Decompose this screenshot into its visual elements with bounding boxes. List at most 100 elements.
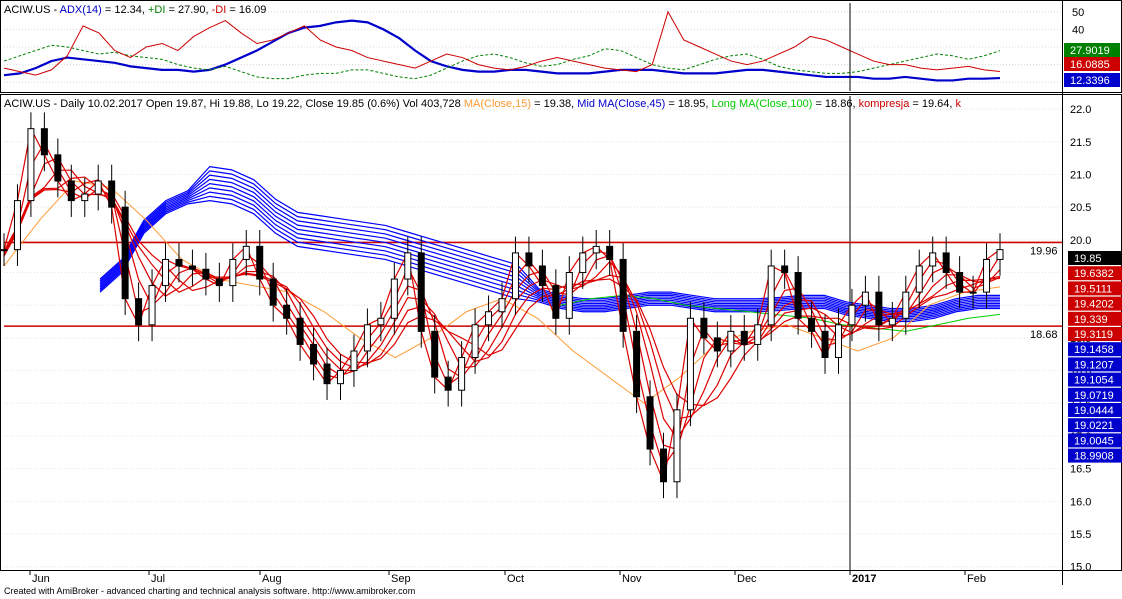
candle-body — [458, 357, 466, 391]
price-value-tag — [1068, 357, 1122, 372]
candle-body — [135, 298, 143, 326]
price-y-tick-label: 20.5 — [1070, 202, 1091, 214]
candle-body — [67, 180, 75, 202]
candle-body — [81, 193, 89, 202]
candle-body — [565, 272, 573, 319]
price-value-tag — [1068, 448, 1122, 463]
price-y-tick-label: 15.0 — [1070, 562, 1091, 574]
candle-body — [700, 317, 708, 339]
adx-value-tag-label: 12.3396 — [1070, 75, 1110, 87]
candle-body — [336, 370, 344, 385]
price-value-tag-label: 19.1054 — [1074, 375, 1114, 387]
candle-body — [94, 180, 102, 195]
adx-value-tag-label: 16.0885 — [1070, 59, 1110, 71]
price-value-tag-label: 19.0045 — [1074, 435, 1114, 447]
price-value-tag — [1068, 387, 1122, 402]
candle-body — [404, 252, 412, 280]
price-y-tick-label: 21.5 — [1070, 137, 1091, 149]
candle-body — [310, 343, 318, 365]
candle-body — [808, 317, 816, 332]
candle-body — [242, 245, 250, 260]
candle-body — [969, 291, 977, 294]
adx-y-tick-label: 50 — [1072, 7, 1084, 19]
candle-body — [525, 252, 533, 267]
adx-title-part: ADX(14) — [60, 4, 102, 16]
price-frame — [0, 94, 1122, 571]
candle-body — [673, 409, 681, 483]
candle-body — [444, 376, 452, 391]
price-value-tag-label: 19.5111 — [1074, 283, 1112, 295]
candle-body — [875, 291, 883, 326]
price-value-tag-label: 19.1207 — [1074, 359, 1114, 371]
price-value-tag — [1068, 403, 1122, 417]
candle-body — [350, 350, 358, 372]
candle-body — [363, 324, 371, 352]
adx-title-part: +DI — [148, 4, 165, 16]
x-tick-label: Aug — [262, 573, 282, 585]
price-y-tick-label: 16.0 — [1070, 496, 1091, 508]
price-y-tick-label: 16.5 — [1070, 464, 1091, 476]
candle-body — [606, 245, 614, 260]
price-y-tick-label: 20.0 — [1070, 235, 1091, 247]
candle-body — [592, 245, 600, 254]
adx-title-part: = 12.34, — [102, 4, 148, 16]
candle-body — [13, 200, 21, 251]
price-value-tag-label: 19.0221 — [1074, 420, 1114, 432]
price-value-tag — [1068, 372, 1122, 387]
x-tick-label: Nov — [622, 573, 642, 585]
x-tick-label: Jun — [32, 573, 50, 585]
x-tick-label: Jul — [151, 573, 165, 585]
candle-body — [781, 265, 789, 274]
candle-body — [188, 265, 196, 270]
price-y-tick-label: 15.5 — [1070, 529, 1091, 541]
adx-value-tag — [1064, 73, 1120, 87]
price-value-tag-label: 19.339 — [1074, 314, 1108, 326]
candle-body — [431, 330, 439, 378]
candle-body — [633, 330, 641, 398]
price-title-part: k — [956, 98, 962, 110]
candle-body — [727, 330, 735, 352]
price-value-tag-label: 18.9908 — [1074, 451, 1114, 463]
candle-body — [713, 337, 721, 352]
level-label: 19.96 — [1030, 245, 1058, 257]
price-title-part: = 19.38, — [531, 98, 577, 110]
price-title: ACIW.US - Daily 10.02.2017 Open 19.87, H… — [4, 98, 962, 110]
adx-title-part: -DI — [212, 4, 227, 16]
candle-body — [148, 285, 156, 326]
candle-body — [377, 317, 385, 326]
candle-body — [983, 258, 991, 293]
adx-series-minus-di — [3, 10, 1001, 76]
price-value-tag-label: 19.4202 — [1074, 299, 1114, 311]
candle-body — [54, 154, 62, 182]
price-value-tag — [1068, 281, 1122, 296]
kompresja-ribbon-line — [3, 176, 1001, 420]
price-value-tag — [1068, 266, 1122, 281]
price-value-tag — [1068, 251, 1122, 265]
adx-value-tag-label: 27.9019 — [1070, 45, 1110, 57]
adx-series-adx — [3, 19, 1001, 82]
adx-title-part: = 27.90, — [165, 4, 211, 16]
candle-body — [27, 128, 35, 202]
x-tick-label: Dec — [737, 573, 757, 585]
candle-body — [40, 128, 48, 156]
candle-body — [579, 252, 587, 274]
candle-body — [498, 298, 506, 313]
candle-body — [834, 324, 842, 359]
adx-panel: 1020304050ACIW.US - ADX(14) = 12.34, +DI… — [0, 0, 1122, 585]
price-value-tag-label: 19.85 — [1074, 253, 1102, 265]
candle-body — [108, 180, 116, 208]
candle-body — [471, 324, 479, 359]
x-tick-label: Sep — [391, 573, 411, 585]
price-title-part: ACIW.US - Daily 10.02.2017 Open 19.87, H… — [4, 98, 464, 110]
price-value-tag — [1068, 296, 1122, 311]
price-value-tag-label: 19.3119 — [1074, 329, 1113, 341]
candle-body — [915, 265, 923, 293]
candle-body — [538, 265, 546, 287]
candle-body — [794, 272, 802, 319]
price-title-part: = 19.64, — [909, 98, 955, 110]
price-y-tick-label: 22.0 — [1070, 104, 1091, 116]
candle-body — [646, 396, 654, 450]
candle-body — [754, 324, 762, 345]
candle-body — [861, 291, 869, 306]
